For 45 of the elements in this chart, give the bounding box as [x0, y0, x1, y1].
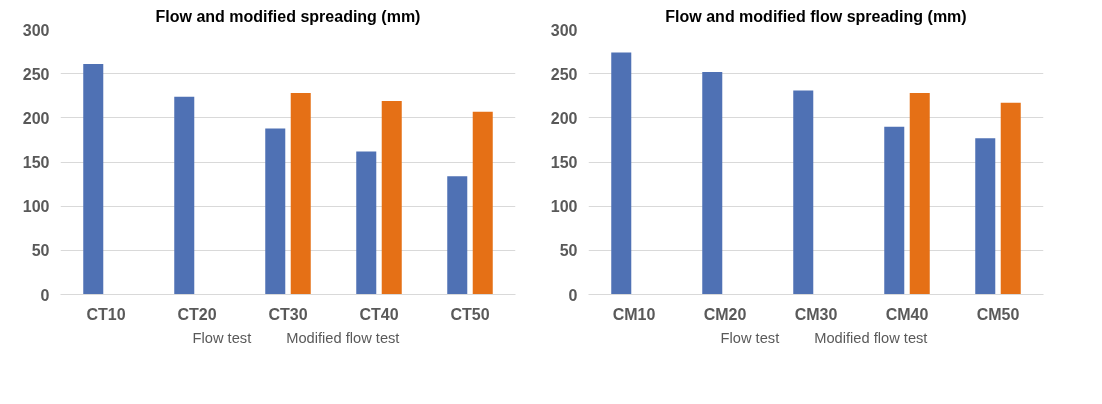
bar: [447, 176, 468, 295]
chart-title: Flow and modified spreading (mm): [155, 7, 421, 25]
text: Modified flow test: [286, 330, 400, 346]
y-tick-label: 150: [550, 154, 578, 171]
x-tick-label: CT20: [177, 305, 217, 323]
x-tick-label: CM20: [703, 305, 747, 323]
y-tick-label: 150: [22, 154, 50, 171]
bar: [975, 138, 996, 295]
y-tick-label: 100: [550, 198, 578, 216]
bar: [174, 96, 195, 295]
y-tick-label: 50: [31, 242, 50, 260]
y-tick-label: 300: [22, 21, 50, 39]
y-tick-label: 0: [40, 286, 50, 304]
x-tick-label: CT50: [450, 305, 490, 323]
text: Flow test: [720, 330, 780, 346]
x-tick-label: CM30: [794, 305, 838, 323]
y-tick-label: 50: [559, 242, 578, 260]
chart-title: Flow and modified flow spreading (mm): [665, 7, 967, 25]
bar: [381, 101, 402, 295]
bar: [702, 71, 723, 295]
bar: [793, 90, 814, 295]
x-tick-label: CM50: [976, 305, 1020, 323]
bar: [611, 52, 632, 295]
y-tick-label: 250: [22, 65, 50, 83]
bar: [356, 151, 377, 295]
y-tick-label: 100: [22, 198, 50, 216]
x-tick-label: CM10: [612, 305, 656, 323]
bar: [472, 111, 493, 295]
x-tick-label: CT40: [359, 305, 399, 323]
bar: [83, 63, 104, 295]
text: Modified flow test: [814, 330, 928, 346]
y-tick-label: 250: [550, 65, 578, 83]
bar: [909, 93, 930, 295]
y-tick-label: 300: [550, 21, 578, 39]
y-tick-label: 0: [568, 286, 578, 304]
x-tick-label: CT30: [268, 305, 308, 323]
bar: [1000, 102, 1021, 295]
bar: [265, 128, 286, 295]
bar: [884, 126, 905, 295]
x-tick-label: CM40: [885, 305, 929, 323]
y-tick-label: 200: [22, 109, 50, 127]
x-tick-label: CT10: [86, 305, 126, 323]
text: Flow test: [192, 330, 252, 346]
y-tick-label: 200: [550, 109, 578, 127]
bar: [290, 93, 311, 295]
